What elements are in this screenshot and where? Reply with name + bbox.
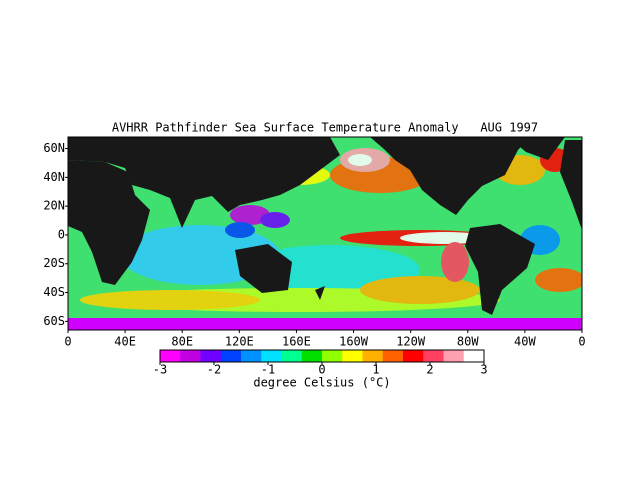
colorbar-tick-label: -2	[207, 363, 221, 377]
colorbar-swatch	[463, 350, 485, 362]
colorbar-tick-label: 0	[318, 363, 325, 377]
colorbar-swatch	[382, 350, 404, 362]
lat-label: 60N	[43, 141, 65, 155]
lat-label: 60S	[43, 314, 65, 328]
lat-label: 40S	[43, 285, 65, 299]
antarctic-band	[68, 318, 582, 330]
colorbar-swatch	[281, 350, 303, 362]
lon-label: 120W	[396, 335, 426, 349]
lon-label: 0	[64, 335, 71, 349]
colorbar-swatch	[301, 350, 323, 362]
lon-label: 40W	[514, 335, 536, 349]
colorbar-swatch	[180, 350, 201, 362]
lat-label: 20S	[43, 256, 65, 270]
colorbar-swatch	[403, 350, 424, 362]
colorbar-swatch	[200, 350, 222, 362]
anomaly-patches	[80, 148, 582, 312]
lat-label: 20N	[43, 199, 65, 213]
colorbar-tick-label: 3	[480, 363, 487, 377]
colorbar-swatch	[362, 350, 384, 362]
colorbar-swatch	[443, 350, 465, 362]
colorbar-swatch	[160, 350, 181, 362]
colorbar-swatch	[342, 350, 363, 362]
colorbar-swatch	[241, 350, 262, 362]
lon-label: 0	[578, 335, 585, 349]
lat-label: 0	[58, 227, 65, 241]
colorbar: degree Celsius (°C) -3 -2 -1 0 1 2 3	[153, 349, 488, 390]
colorbar-swatch	[261, 350, 282, 362]
lon-label: 80W	[457, 335, 479, 349]
map	[68, 137, 582, 330]
title: AVHRR Pathfinder Sea Surface Temperature…	[112, 121, 538, 135]
lon-label: 160E	[282, 335, 311, 349]
colorbar-tick-label: 2	[426, 363, 433, 377]
colorbar-swatch	[220, 350, 242, 362]
lon-label: 160W	[339, 335, 369, 349]
colorbar-tick-label: -3	[153, 363, 167, 377]
lat-label: 40N	[43, 170, 65, 184]
colorbar-swatch	[423, 350, 444, 362]
lon-label: 40E	[114, 335, 136, 349]
map-frame	[67, 136, 583, 331]
lon-label: 80E	[171, 335, 193, 349]
colorbar-tick-label: 1	[372, 363, 379, 377]
land	[68, 137, 582, 315]
colorbar-label: degree Celsius (°C)	[253, 376, 390, 390]
axes: 60N 40N 20N 0 20S 40S 60S 0 40E 80E 120E 160E 160W 12…	[43, 141, 585, 348]
lon-label: 120E	[225, 335, 254, 349]
colorbar-swatch	[322, 350, 343, 362]
colorbar-tick-label: -1	[261, 363, 275, 377]
